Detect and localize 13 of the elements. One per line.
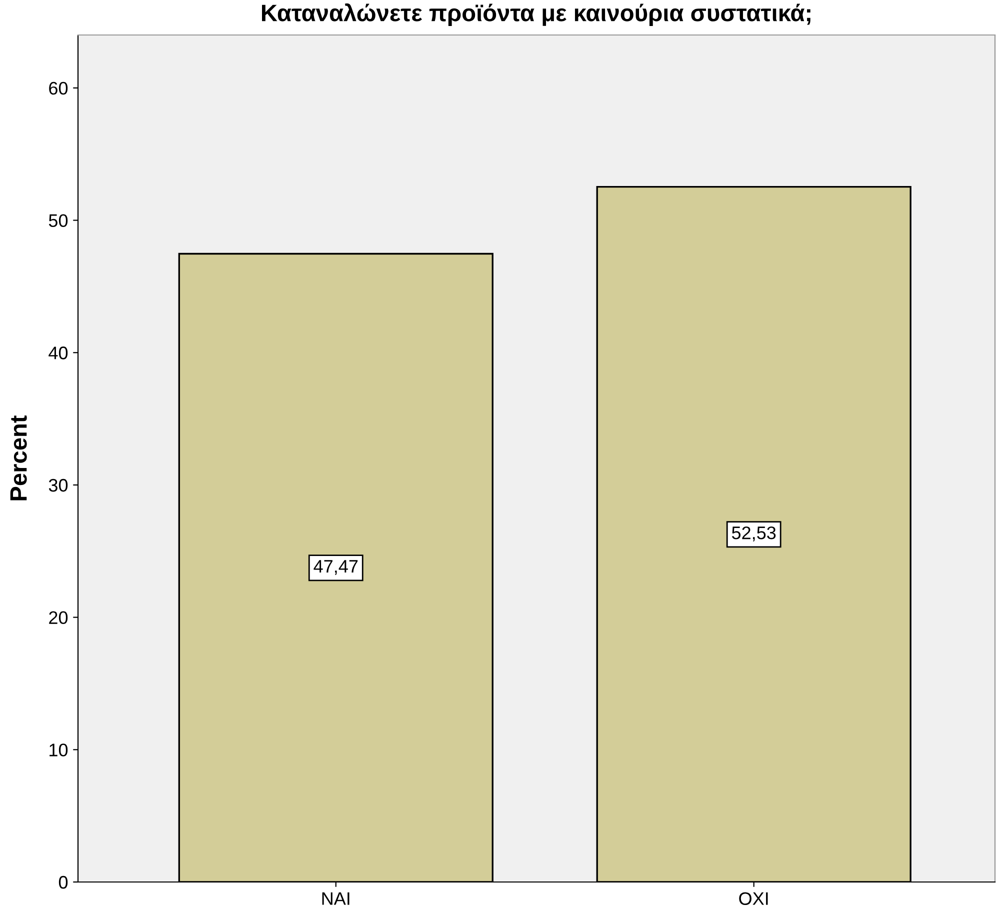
- chart-title: Καταναλώνετε προϊόντα με καινούρια συστατικά;: [262, 3, 810, 26]
- x-tick-label: ΝΑΙ: [322, 892, 350, 905]
- y-tick-label: 0: [58, 876, 68, 889]
- data-label: 47,47: [314, 560, 358, 575]
- y-tick-label: 20: [49, 611, 68, 624]
- y-tick-label: 10: [50, 744, 68, 756]
- y-tick-label: 30: [48, 478, 68, 492]
- y-tick-label: 50: [48, 214, 68, 227]
- y-axis-title: Percent: [10, 415, 27, 500]
- x-tick-label: ΟΧΙ: [739, 892, 768, 905]
- y-tick-label: 60: [49, 82, 68, 95]
- y-tick-label: 40: [48, 346, 68, 360]
- data-label: 52,53: [732, 526, 776, 542]
